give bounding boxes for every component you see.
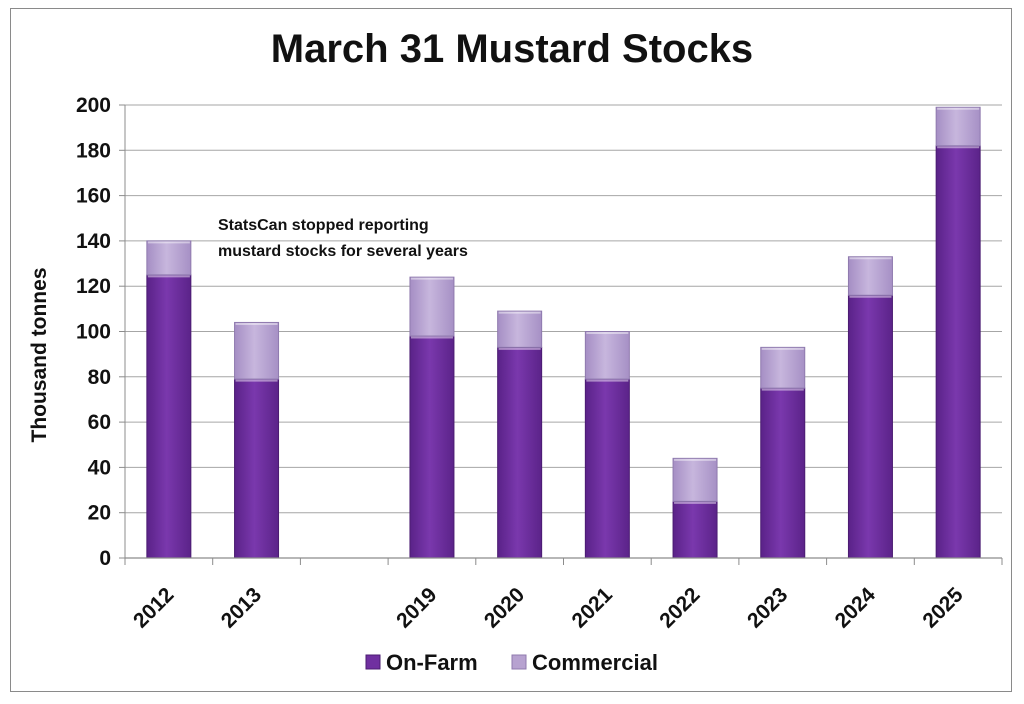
x-axis: 2012 2013 2019 2020 2021 2022 2023 2024 2025 bbox=[124, 557, 1003, 633]
y-axis: 0 20 40 60 80 100 120 140 160 180 200 bbox=[76, 94, 126, 570]
bar-on-farm bbox=[409, 335, 455, 559]
bars bbox=[146, 106, 981, 559]
bar-on-farm bbox=[234, 378, 280, 559]
annotation: StatsCan stopped reporting mustard stock… bbox=[218, 217, 468, 260]
y-tick-label: 160 bbox=[76, 185, 111, 208]
bar-on-farm bbox=[672, 500, 718, 559]
x-tick-label: 2013 bbox=[217, 583, 266, 632]
x-tick-label: 2019 bbox=[392, 583, 441, 632]
bar-commercial bbox=[409, 276, 455, 337]
bar-commercial bbox=[760, 346, 806, 389]
bar-on-farm bbox=[847, 294, 893, 559]
x-tick-label: 2022 bbox=[655, 583, 704, 632]
x-tick-label: 2023 bbox=[743, 583, 792, 632]
legend-label: On-Farm bbox=[386, 650, 478, 675]
x-tick-label: 2021 bbox=[568, 583, 618, 633]
chart-title: March 31 Mustard Stocks bbox=[271, 27, 753, 71]
annotation-line-1: StatsCan stopped reporting bbox=[218, 217, 429, 234]
y-tick-label: 180 bbox=[76, 139, 111, 162]
y-tick-label: 20 bbox=[88, 502, 111, 525]
bar-commercial bbox=[497, 310, 543, 348]
bar-commercial bbox=[847, 256, 893, 296]
y-tick-label: 100 bbox=[76, 321, 111, 344]
bar-commercial bbox=[234, 321, 280, 380]
legend-swatch bbox=[511, 654, 527, 670]
bar-on-farm bbox=[935, 145, 981, 559]
bar-commercial bbox=[672, 457, 718, 502]
y-tick-label: 60 bbox=[88, 411, 111, 434]
bar-on-farm bbox=[760, 387, 806, 559]
bar-on-farm bbox=[497, 346, 543, 559]
x-tick-label: 2012 bbox=[129, 583, 178, 632]
y-tick-label: 140 bbox=[76, 230, 111, 253]
bar-commercial bbox=[935, 106, 981, 147]
y-tick-label: 200 bbox=[76, 94, 111, 117]
legend-label: Commercial bbox=[532, 650, 658, 675]
y-axis-label: Thousand tonnes bbox=[28, 268, 51, 443]
bar-on-farm bbox=[146, 274, 192, 559]
y-tick-label: 120 bbox=[76, 275, 111, 298]
legend-swatch bbox=[365, 654, 381, 670]
y-tick-label: 80 bbox=[88, 366, 111, 389]
x-tick-label: 2025 bbox=[918, 583, 968, 633]
bar-on-farm bbox=[584, 378, 630, 559]
bar-commercial bbox=[584, 331, 630, 380]
y-tick-label: 40 bbox=[88, 456, 111, 479]
x-tick-label: 2024 bbox=[831, 583, 881, 633]
x-tick-label: 2020 bbox=[480, 583, 529, 632]
bar-commercial bbox=[146, 240, 192, 276]
legend: On-Farm Commercial bbox=[365, 650, 658, 675]
y-tick-label: 0 bbox=[99, 547, 111, 570]
annotation-line-2: mustard stocks for several years bbox=[218, 243, 468, 260]
